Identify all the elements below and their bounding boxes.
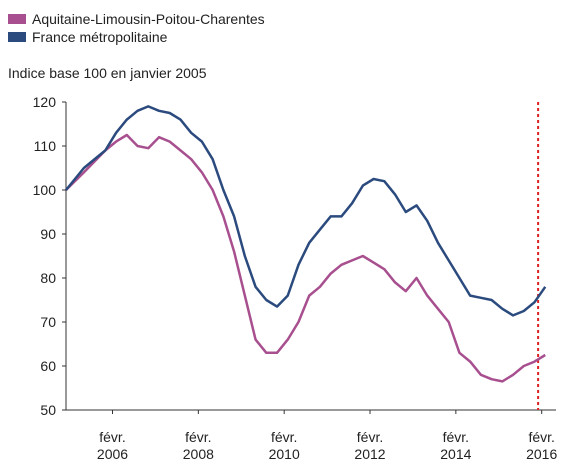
y-tick-label: 120 (33, 94, 57, 110)
x-tick-label: févr. 2014 (440, 429, 471, 462)
legend-label: France métropolitaine (32, 29, 168, 45)
series-line (65, 133, 546, 383)
y-tick-label: 80 (40, 270, 56, 286)
y-tick-label: 100 (33, 182, 57, 198)
x-tick-label: févr. 2006 (97, 429, 128, 462)
legend-swatch (8, 14, 26, 24)
x-tick-label: févr. 2016 (526, 429, 557, 462)
x-tick-label: févr. 2010 (269, 429, 300, 462)
y-tick-label: 90 (40, 226, 56, 242)
y-tick-label: 60 (40, 358, 56, 374)
x-tick-label: févr. 2008 (183, 429, 214, 462)
x-tick-label: févr. 2012 (354, 429, 385, 462)
series-line (65, 105, 547, 317)
y-tick-label: 50 (40, 402, 56, 418)
legend-swatch (8, 32, 26, 42)
legend-label: Aquitaine-Limousin-Poitou-Charentes (32, 11, 265, 27)
y-tick-label: 110 (34, 138, 57, 154)
chart-subtitle: Indice base 100 en janvier 2005 (8, 65, 207, 81)
y-tick-label: 70 (40, 314, 56, 330)
